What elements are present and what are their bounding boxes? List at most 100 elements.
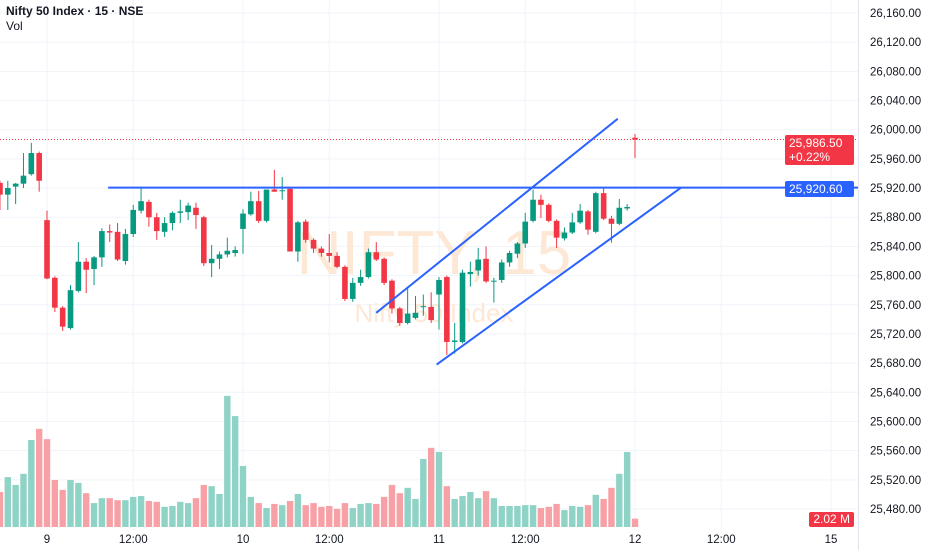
volume-bar xyxy=(357,503,364,527)
volume-bar xyxy=(318,506,325,527)
drawings[interactable] xyxy=(108,117,858,366)
channel-upper-line[interactable] xyxy=(375,117,619,314)
price-axis[interactable]: 26,160.00 26,120.00 26,080.00 26,040.00 26,0… xyxy=(870,8,921,516)
volume-bar xyxy=(192,498,200,527)
volume-bar xyxy=(208,486,215,527)
candle-body xyxy=(91,257,97,270)
candle-body xyxy=(569,222,576,233)
price-tick-label: 25,720.00 xyxy=(870,329,921,341)
volume-bar xyxy=(122,500,129,527)
price-tick-label: 26,000.00 xyxy=(870,125,921,137)
candle-body xyxy=(553,220,560,238)
volume-bar xyxy=(35,428,43,527)
candle-body xyxy=(146,201,152,218)
watermark-symbol: NIFTY, 15 xyxy=(297,219,572,288)
candle-body xyxy=(600,193,607,219)
candle-body xyxy=(279,190,285,192)
candle-body xyxy=(255,201,262,221)
price-tick-label: 25,600.00 xyxy=(870,416,921,428)
volume-bar xyxy=(514,505,521,527)
candle-body xyxy=(318,248,325,253)
volume-bar xyxy=(537,508,545,527)
candle-body xyxy=(271,189,278,192)
candle-body xyxy=(522,221,529,244)
candle-body xyxy=(302,221,309,240)
volume-bar xyxy=(224,395,231,527)
volume-bar xyxy=(616,473,623,527)
candle-body xyxy=(52,277,58,308)
candle-body xyxy=(12,183,19,187)
candle-body xyxy=(412,312,419,318)
volume-bar xyxy=(435,451,443,527)
candle-body xyxy=(389,280,395,309)
volume-bar xyxy=(310,503,317,527)
candle-body xyxy=(373,252,380,260)
volume-bar xyxy=(380,496,388,527)
time-tick-label: 10 xyxy=(237,534,250,546)
candles xyxy=(0,134,638,356)
candle-body xyxy=(28,153,35,175)
candle-body xyxy=(467,271,474,275)
volume-bar xyxy=(28,439,35,527)
time-tick-label: 11 xyxy=(433,534,445,546)
candle-body xyxy=(287,188,293,252)
candle-body xyxy=(326,252,333,256)
volume-bar xyxy=(114,500,121,527)
price-tick-label: 25,800.00 xyxy=(870,271,921,283)
price-tick-label: 26,080.00 xyxy=(870,66,921,78)
candle-body xyxy=(216,254,223,259)
candle-body xyxy=(185,205,191,213)
candle-body xyxy=(349,282,356,299)
candle-body xyxy=(208,258,215,264)
volume-bar xyxy=(420,458,427,527)
price-tick-label: 25,920.00 xyxy=(870,183,921,195)
volume-bar xyxy=(184,503,192,527)
price-tick-label: 26,120.00 xyxy=(870,37,921,49)
volume-bar xyxy=(608,487,615,527)
candle-body xyxy=(561,232,568,239)
volume-bar xyxy=(302,505,309,527)
candle-body xyxy=(201,217,207,264)
candle-body xyxy=(295,222,301,252)
volume-bar xyxy=(506,505,513,527)
time-axis[interactable]: 9 12:00 10 12:00 11 12:00 12 12:00 15 xyxy=(44,534,838,546)
candle-body xyxy=(357,277,364,283)
volume-bar xyxy=(200,484,207,527)
volume-bar xyxy=(20,473,27,527)
last-price-tag: 25,986.50 +0.22% xyxy=(785,135,854,165)
volume-bar xyxy=(333,508,341,527)
price-tick-label: 26,160.00 xyxy=(870,8,921,20)
price-tick-label: 25,480.00 xyxy=(870,504,921,516)
candle-body xyxy=(44,220,50,279)
candle-body xyxy=(20,175,27,184)
candle-body xyxy=(530,199,536,221)
time-tick-label: 12:00 xyxy=(707,534,736,546)
volume-bar xyxy=(584,505,592,527)
time-tick-label: 12:00 xyxy=(315,534,344,546)
candle-body xyxy=(248,201,254,215)
candle-body xyxy=(177,211,184,213)
candle-body xyxy=(99,231,105,258)
volume-bar xyxy=(12,484,19,527)
volume-bar xyxy=(459,496,466,527)
candle-body xyxy=(444,277,450,342)
volume-bar xyxy=(231,416,239,527)
candle-body xyxy=(169,212,176,224)
volume-bar xyxy=(482,491,490,527)
volume-bar xyxy=(247,496,255,527)
volume-bar xyxy=(137,496,145,527)
volume-bar xyxy=(279,505,286,527)
time-tick-label: 12:00 xyxy=(119,534,148,546)
last-price-value: 25,986.50 xyxy=(789,136,843,150)
volume-bar xyxy=(490,498,498,527)
candle-body xyxy=(632,137,638,140)
candle-body xyxy=(153,217,160,232)
symbol-title[interactable]: Nifty 50 Index · 15 · NSE xyxy=(6,4,144,18)
volume-bar xyxy=(404,487,411,527)
volume-bar xyxy=(561,510,568,527)
volume-bar xyxy=(388,484,396,527)
volume-bar xyxy=(161,506,168,527)
channel-lower-line[interactable] xyxy=(436,187,682,366)
volume-legend[interactable]: Vol xyxy=(6,19,23,33)
